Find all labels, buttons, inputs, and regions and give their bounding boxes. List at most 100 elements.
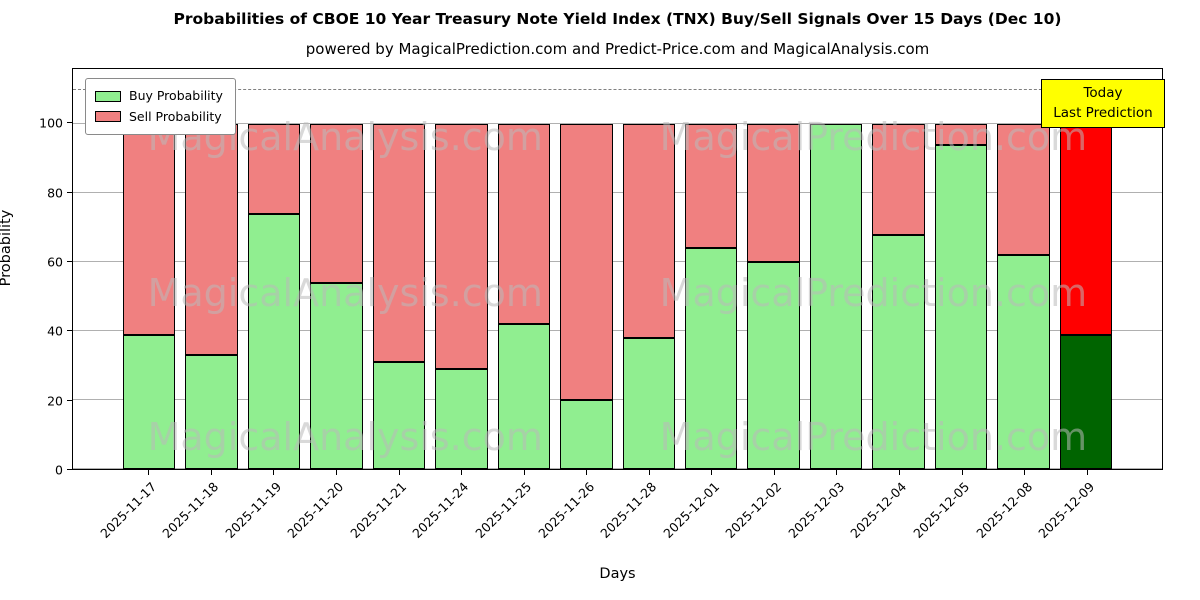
- bar-slot: [305, 69, 367, 469]
- x-tick-mark: [398, 470, 400, 475]
- gridline: [73, 399, 1162, 401]
- bar-2025-11-21: [372, 124, 426, 469]
- bar-sell-segment: [997, 124, 1050, 256]
- y-tick-label: 100: [39, 115, 63, 131]
- y-tick-mark: [67, 261, 72, 263]
- x-tick-label: 2025-11-26: [534, 479, 597, 541]
- x-tick-mark: [461, 470, 463, 475]
- gridline: [73, 261, 1162, 263]
- y-tick-mark: [67, 399, 72, 401]
- bar-sell-segment: [247, 124, 301, 214]
- bar-sell-segment: [372, 124, 426, 363]
- bar-slot: [1055, 69, 1117, 469]
- x-tick-label: 2025-11-28: [597, 479, 660, 541]
- bar-slot: [430, 69, 492, 469]
- legend-item-sell: Sell Probability: [95, 107, 223, 128]
- bar-2025-11-19: [247, 124, 301, 469]
- bar-2025-11-17: [123, 124, 176, 469]
- x-tick-mark: [273, 470, 275, 475]
- x-tick-mark: [899, 470, 901, 475]
- bar-slot: [493, 69, 555, 469]
- bar-2025-11-25: [497, 124, 551, 469]
- bar-sell-segment: [872, 124, 925, 235]
- bar-buy-segment: [747, 262, 800, 469]
- y-tick-label: 20: [47, 393, 63, 409]
- x-tick-label: 2025-12-04: [847, 479, 910, 541]
- x-tick-mark: [1024, 470, 1026, 475]
- x-tick-mark: [773, 470, 775, 475]
- today-annotation-box: Today Last Prediction: [1041, 79, 1165, 129]
- bar-2025-12-04: [872, 124, 925, 469]
- x-tick-label: 2025-11-19: [222, 479, 285, 541]
- bar-buy-segment: [560, 400, 613, 469]
- bar-sell-segment: [747, 124, 800, 263]
- bar-slot: [180, 69, 242, 469]
- bar-buy-segment: [997, 255, 1050, 469]
- bar-buy-segment: [872, 234, 925, 469]
- bar-buy-segment: [435, 369, 488, 469]
- bar-sell-segment: [622, 124, 675, 338]
- bars-container: [73, 69, 1162, 469]
- x-tick-mark: [961, 470, 963, 475]
- today-annotation-line1: Today: [1083, 85, 1123, 101]
- bar-2025-11-18: [185, 124, 238, 469]
- bar-slot: [992, 69, 1054, 469]
- bar-2025-12-03: [809, 124, 863, 469]
- x-tick-label: 2025-12-02: [722, 479, 785, 541]
- y-tick-mark: [67, 469, 72, 470]
- bar-slot: [680, 69, 742, 469]
- bar-2025-11-26: [560, 124, 613, 469]
- x-tick-label: 2025-11-21: [347, 479, 410, 541]
- bar-buy-segment: [934, 144, 988, 469]
- x-tick-label: 2025-12-05: [910, 479, 973, 541]
- x-tick-label: 2025-12-01: [659, 479, 722, 541]
- x-tick-mark: [711, 470, 713, 475]
- y-tick-mark: [67, 191, 72, 193]
- bar-slot: [368, 69, 430, 469]
- buy-swatch-icon: [95, 90, 121, 102]
- bar-buy-segment: [185, 355, 238, 469]
- sell-swatch-icon: [95, 111, 121, 123]
- today-annotation-line2: Last Prediction: [1053, 104, 1153, 121]
- gridline: [73, 192, 1162, 194]
- bar-sell-segment: [185, 124, 238, 356]
- legend: Buy Probability Sell Probability: [85, 78, 236, 136]
- x-tick-label: 2025-11-24: [409, 479, 472, 541]
- x-tick-mark: [210, 470, 212, 475]
- bar-slot: [930, 69, 992, 469]
- x-tick-label: 2025-11-17: [96, 479, 159, 541]
- bar-buy-segment: [809, 124, 863, 469]
- legend-buy-label: Buy Probability: [129, 88, 223, 103]
- bar-slot: [243, 69, 305, 469]
- x-tick-mark: [335, 470, 337, 475]
- bar-2025-11-24: [435, 124, 488, 469]
- x-tick-mark: [1086, 470, 1088, 475]
- x-tick-mark: [836, 470, 838, 475]
- x-tick-mark: [523, 470, 525, 475]
- bar-sell-segment: [310, 124, 363, 283]
- x-tick-mark: [648, 470, 650, 475]
- bar-2025-11-28: [622, 124, 675, 469]
- y-tick-label: 40: [47, 323, 63, 339]
- gridline: [73, 468, 1162, 469]
- bar-sell-segment: [560, 124, 613, 401]
- bar-2025-12-02: [747, 124, 800, 469]
- legend-sell-label: Sell Probability: [129, 108, 222, 124]
- x-tick-label: 2025-12-03: [785, 479, 848, 541]
- x-tick-mark: [148, 470, 150, 475]
- bar-buy-segment: [310, 282, 363, 469]
- bar-2025-12-05: [934, 124, 988, 469]
- bar-slot: [555, 69, 617, 469]
- axes: 0 20 40 60 80 100 2025-11-17 2025-11-18 2025-11-…: [39, 68, 1163, 541]
- bar-slot: [867, 69, 929, 469]
- x-tick-label: 2025-12-09: [1035, 479, 1098, 541]
- gridline: [73, 330, 1162, 332]
- bar-slot: [742, 69, 804, 469]
- chart-subtitle: powered by MagicalPrediction.com and Pre…: [305, 40, 930, 58]
- y-tick-label: 80: [47, 185, 63, 201]
- x-tick-label: 2025-11-20: [284, 479, 347, 541]
- bar-sell-segment: [1059, 124, 1112, 335]
- bar-buy-segment: [497, 324, 551, 469]
- bar-2025-12-08: [997, 124, 1050, 469]
